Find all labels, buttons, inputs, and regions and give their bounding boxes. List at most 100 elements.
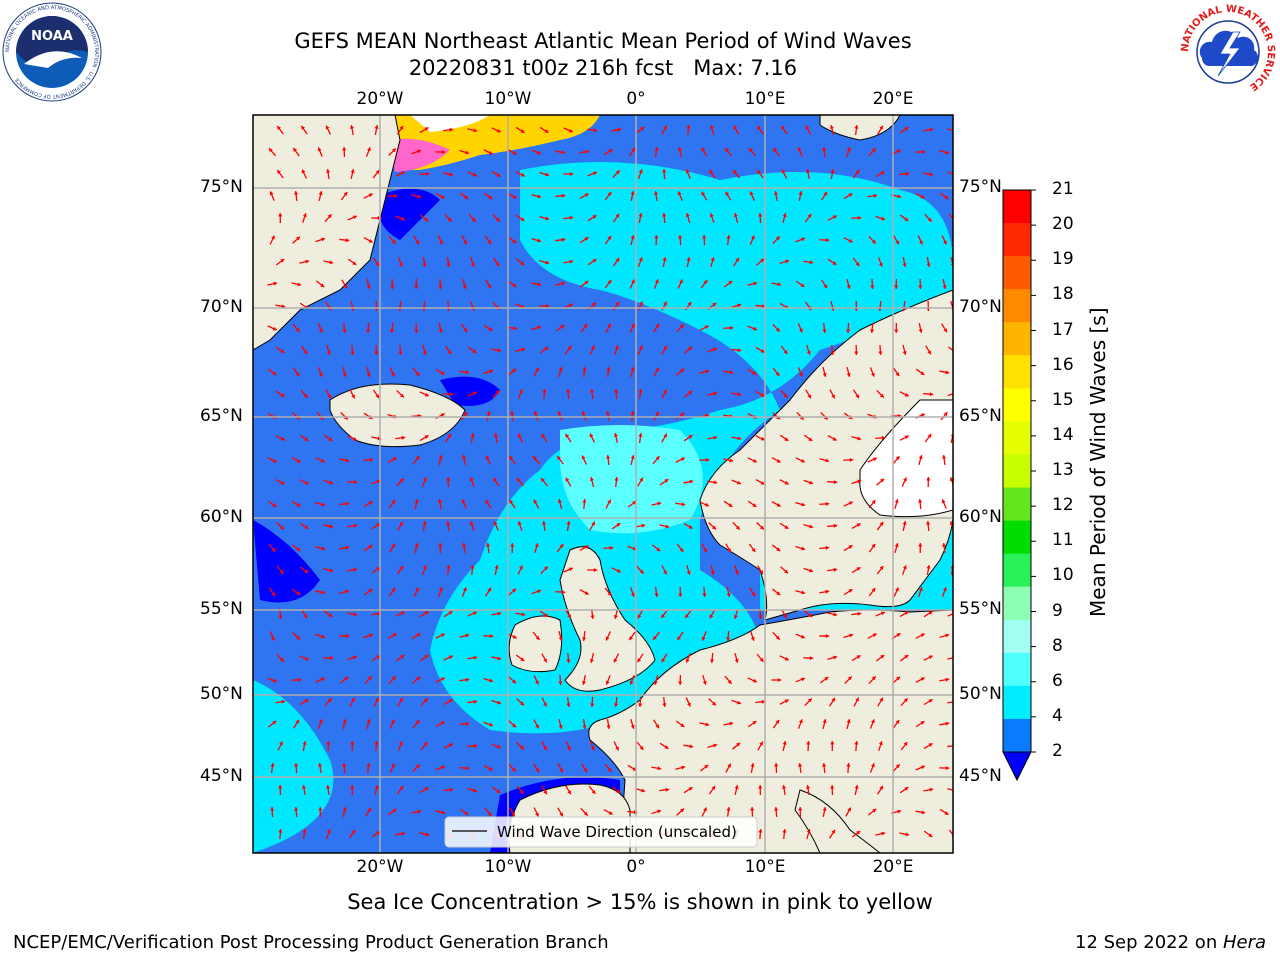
wind-arrow-head [342,147,347,151]
sea-ice-region [390,138,450,172]
wind-arrow-head [630,455,635,460]
wind-arrow-head [702,593,707,597]
wind-arrow-head [607,323,611,328]
wind-arrow-head [270,636,275,641]
wind-arrow-head [329,655,334,661]
wind-arrow-head [752,371,757,375]
wind-arrow-head [776,547,781,552]
wind-arrow-head [440,195,445,199]
wind-arrow-head [558,637,563,641]
wind-arrow-head [782,213,787,218]
wind-arrow-head [495,217,500,222]
wind-arrow-head [401,435,406,440]
wind-arrow-head [614,389,619,393]
wind-arrow-head [749,191,754,196]
wind-arrow-head [759,741,763,746]
wind-arrow-head [512,239,517,244]
wind-arrow-head [582,499,587,503]
colorbar-segment [1003,190,1031,224]
wind-arrow-head [342,719,347,723]
wind-arrow-head [295,719,299,724]
lat-label-left: 50°N [200,684,243,704]
wind-arrow-head [903,477,907,482]
wind-arrow-head [545,303,550,309]
wind-arrow-head [489,722,494,727]
wind-arrow-head [760,393,765,397]
wind-arrow-head [710,659,715,663]
wind-arrow-head [728,281,733,285]
wind-arrow-head [473,743,478,748]
wind-arrow-head [871,239,876,244]
wind-arrow-head [343,192,348,196]
wind-arrow-head [832,261,837,265]
wind-arrow-head [281,699,286,704]
wind-arrow-head [425,832,430,837]
wind-arrow-head [678,593,683,597]
colorbar-tick-label: 9 [1052,600,1063,621]
wind-arrow-head [902,351,907,355]
wind-arrow-head [496,744,501,749]
wind-arrow-head [856,523,861,528]
wind-arrow-head [832,436,837,441]
wind-arrow-head [320,283,325,288]
wind-arrow-head [949,477,953,482]
wind-arrow-head [318,763,323,767]
wind-arrow-head [822,373,827,377]
wind-arrow-head [449,787,454,792]
wind-arrow-head [489,634,494,639]
wind-arrow-head [944,811,949,815]
colorbar-tick-label: 12 [1052,495,1074,516]
wind-arrow-head [637,658,642,663]
wind-arrow-head [919,240,923,245]
wind-arrow-head [784,525,789,529]
wind-arrow-head [928,611,933,615]
lat-label-left: 65°N [200,406,243,426]
wind-arrow-head [422,350,427,355]
wind-arrow-head [318,372,323,377]
wind-arrow-head [615,213,620,218]
wind-arrow-head [830,351,835,355]
wind-arrow-head [446,521,451,525]
wind-arrow-head [752,326,757,331]
wind-arrow-head [615,301,620,306]
wind-arrow-head [918,285,923,289]
wind-arrow-head [375,262,380,267]
wind-arrow-head [449,172,454,177]
wind-arrow-head [487,587,491,592]
wind-arrow-head [641,523,646,528]
wind-arrow-head [729,325,734,330]
wind-arrow-head [326,829,331,834]
wind-arrow-head [784,569,789,574]
wind-arrow-head [541,478,545,483]
wind-arrow-head [831,394,835,399]
wind-arrow-head [781,785,787,789]
wind-arrow-head [776,458,781,463]
wind-arrow-head [277,169,282,174]
wind-arrow-head [512,194,517,199]
wind-arrow-head [822,329,827,333]
wind-arrow-head [655,323,659,328]
wind-arrow-head [469,477,474,482]
wind-arrow-head [462,587,467,592]
wind-arrow-head [760,436,765,441]
wind-arrow-head [737,348,742,353]
wind-arrow-head [303,614,307,619]
colorbar-segment [1003,553,1031,588]
wind-arrow-head [519,565,523,570]
wind-arrow-head [487,240,492,245]
wind-arrow-head [807,214,812,219]
wind-arrow-head [726,637,731,641]
wind-arrow-head [705,369,710,374]
wind-arrow-head [954,744,958,748]
wind-arrow-head [825,458,830,463]
wind-arrow-head [567,345,572,350]
colorbar-tick-label: 21 [1052,179,1074,199]
wind-arrow-head [733,170,737,175]
wind-arrow-head [368,501,373,506]
wind-arrow-head [661,614,666,619]
wind-arrow-head [497,656,502,661]
wind-arrow-head [543,658,547,663]
lat-label-left: 70°N [200,297,243,317]
wind-arrow-head [630,592,635,597]
wind-arrow-head [928,743,933,747]
